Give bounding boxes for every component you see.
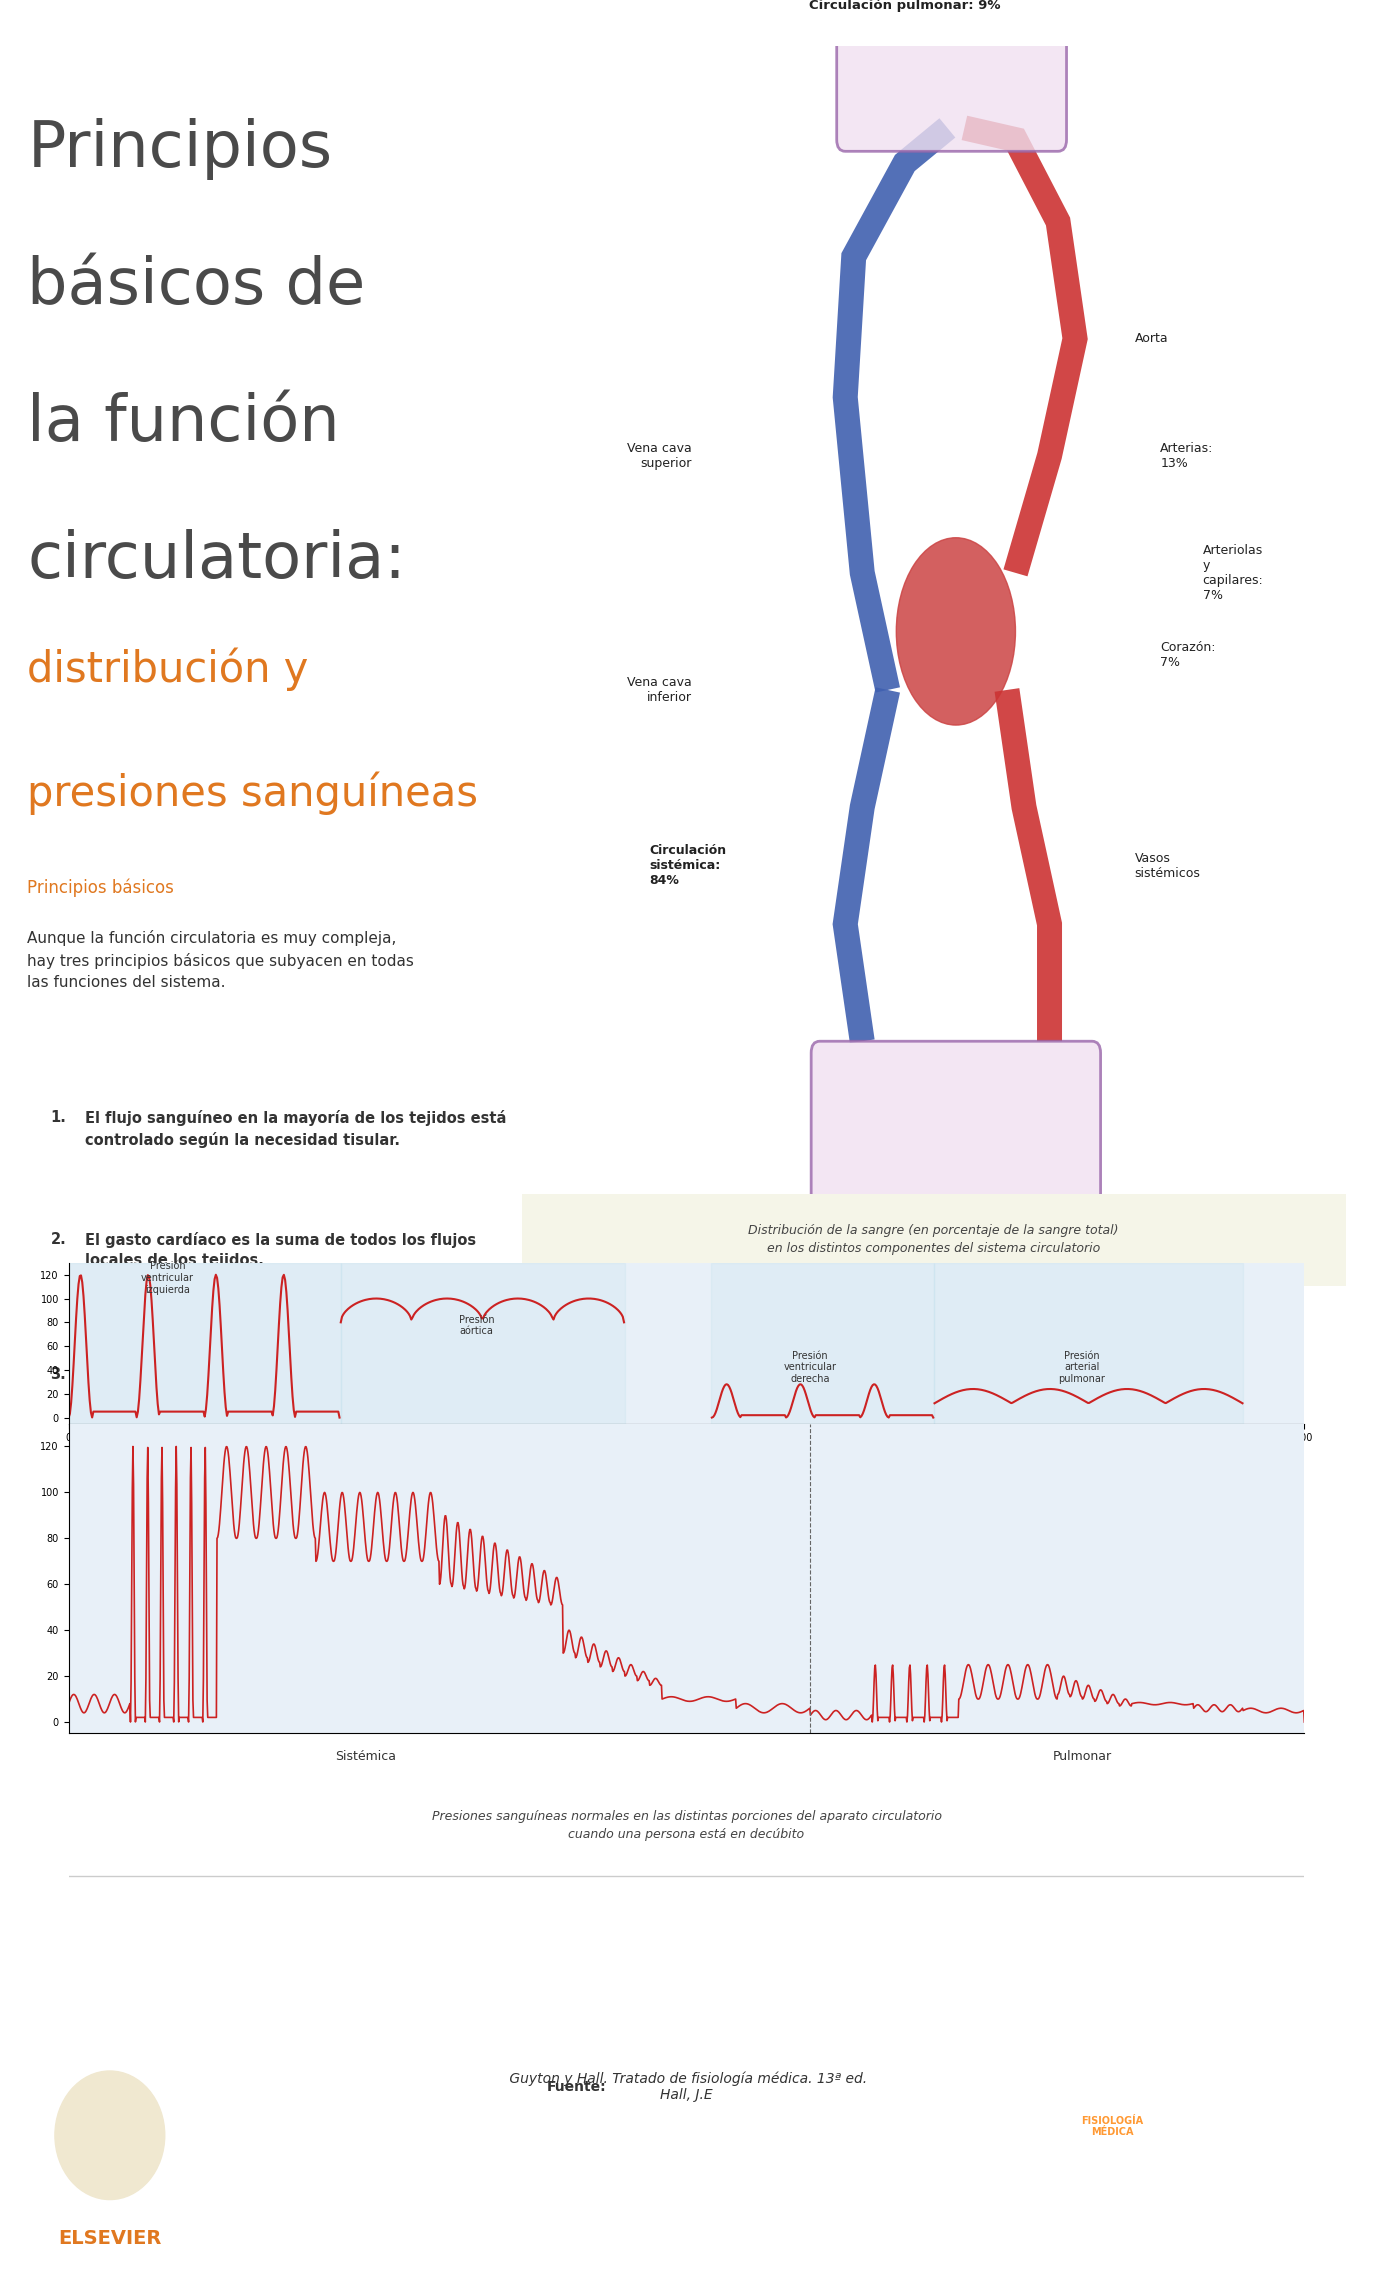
Text: Principios básicos: Principios básicos <box>27 879 174 898</box>
Text: 3.: 3. <box>51 1368 66 1382</box>
Text: Presión
ventricular
derecha: Presión ventricular derecha <box>784 1350 836 1384</box>
Text: GUYTON Y HALL: GUYTON Y HALL <box>1081 2076 1144 2080</box>
Text: Arteriolas
y
capilares:
7%: Arteriolas y capilares: 7% <box>1203 544 1263 602</box>
Text: Sistémica: Sistémica <box>335 1750 395 1763</box>
Text: Principios: Principios <box>27 117 332 179</box>
Text: Venas, vénulas
y senos venosos:
64%: Venas, vénulas y senos venosos: 64% <box>766 1217 873 1261</box>
Text: distribución y: distribución y <box>27 647 309 691</box>
Text: Presión
aórtica: Presión aórtica <box>459 1316 494 1336</box>
Bar <box>69 1263 341 1424</box>
Bar <box>711 1263 934 1424</box>
Text: 2.: 2. <box>51 1233 66 1247</box>
Text: Presiones sanguíneas normales en las distintas porciones del aparato circulatori: Presiones sanguíneas normales en las dis… <box>431 1809 942 1841</box>
Text: Presión
ventricular
izquierda: Presión ventricular izquierda <box>141 1261 194 1295</box>
Text: Aunque la función circulatoria es muy compleja,
hay tres principios básicos que : Aunque la función circulatoria es muy co… <box>27 930 415 990</box>
Text: Vena cava
superior: Vena cava superior <box>627 441 692 471</box>
FancyBboxPatch shape <box>505 1192 1362 1288</box>
Ellipse shape <box>897 537 1016 726</box>
Text: Vasos
sistémicos: Vasos sistémicos <box>1134 852 1200 879</box>
Text: El gasto cardíaco es la suma de todos los flujos
locales de los tejidos.: El gasto cardíaco es la suma de todos lo… <box>85 1233 476 1267</box>
Text: Circulación
sistémica:
84%: Circulación sistémica: 84% <box>649 845 726 886</box>
Bar <box>934 1263 1243 1424</box>
Text: ELSEVIER: ELSEVIER <box>58 2229 162 2248</box>
Text: Pulmonar: Pulmonar <box>1052 1750 1112 1763</box>
Text: presiones sanguíneas: presiones sanguíneas <box>27 771 478 815</box>
Text: El flujo sanguíneo en la mayoría de los tejidos está
controlado según la necesid: El flujo sanguíneo en la mayoría de los … <box>85 1111 507 1148</box>
Ellipse shape <box>55 2071 165 2200</box>
Text: circulatoria:: circulatoria: <box>27 530 406 592</box>
Text: La regulación de la presión arterial es generalmente
independiente del control d: La regulación de la presión arterial es … <box>85 1368 520 1426</box>
Text: Vena cava
inferior: Vena cava inferior <box>627 675 692 705</box>
Bar <box>341 1263 625 1424</box>
FancyBboxPatch shape <box>836 11 1067 152</box>
Text: Arterias:
13%: Arterias: 13% <box>1160 441 1214 471</box>
Text: Distribución de la sangre (en porcentaje de la sangre total)
en los distintos co: Distribución de la sangre (en porcentaje… <box>748 1224 1119 1256</box>
Text: 1.: 1. <box>51 1111 66 1125</box>
Text: FISIOLOGÍA
MÉDICA: FISIOLOGÍA MÉDICA <box>1081 2115 1144 2138</box>
Text: Guyton y Hall. Tratado de fisiología médica. 13ª ed.
Hall, J.E: Guyton y Hall. Tratado de fisiología méd… <box>505 2071 868 2103</box>
Text: Corazón:
7%: Corazón: 7% <box>1160 641 1215 668</box>
Text: la función: la función <box>27 393 341 455</box>
Text: Circulación pulmonar: 9%: Circulación pulmonar: 9% <box>809 0 1001 11</box>
Text: Fuente:: Fuente: <box>546 2080 607 2094</box>
Text: básicos de: básicos de <box>27 255 365 317</box>
FancyBboxPatch shape <box>811 1042 1101 1205</box>
Text: Presión
arterial
pulmonar: Presión arterial pulmonar <box>1059 1350 1105 1384</box>
Text: Aorta: Aorta <box>1134 333 1168 344</box>
Text: JOHN E. HALL: JOHN E. HALL <box>1094 2213 1130 2218</box>
